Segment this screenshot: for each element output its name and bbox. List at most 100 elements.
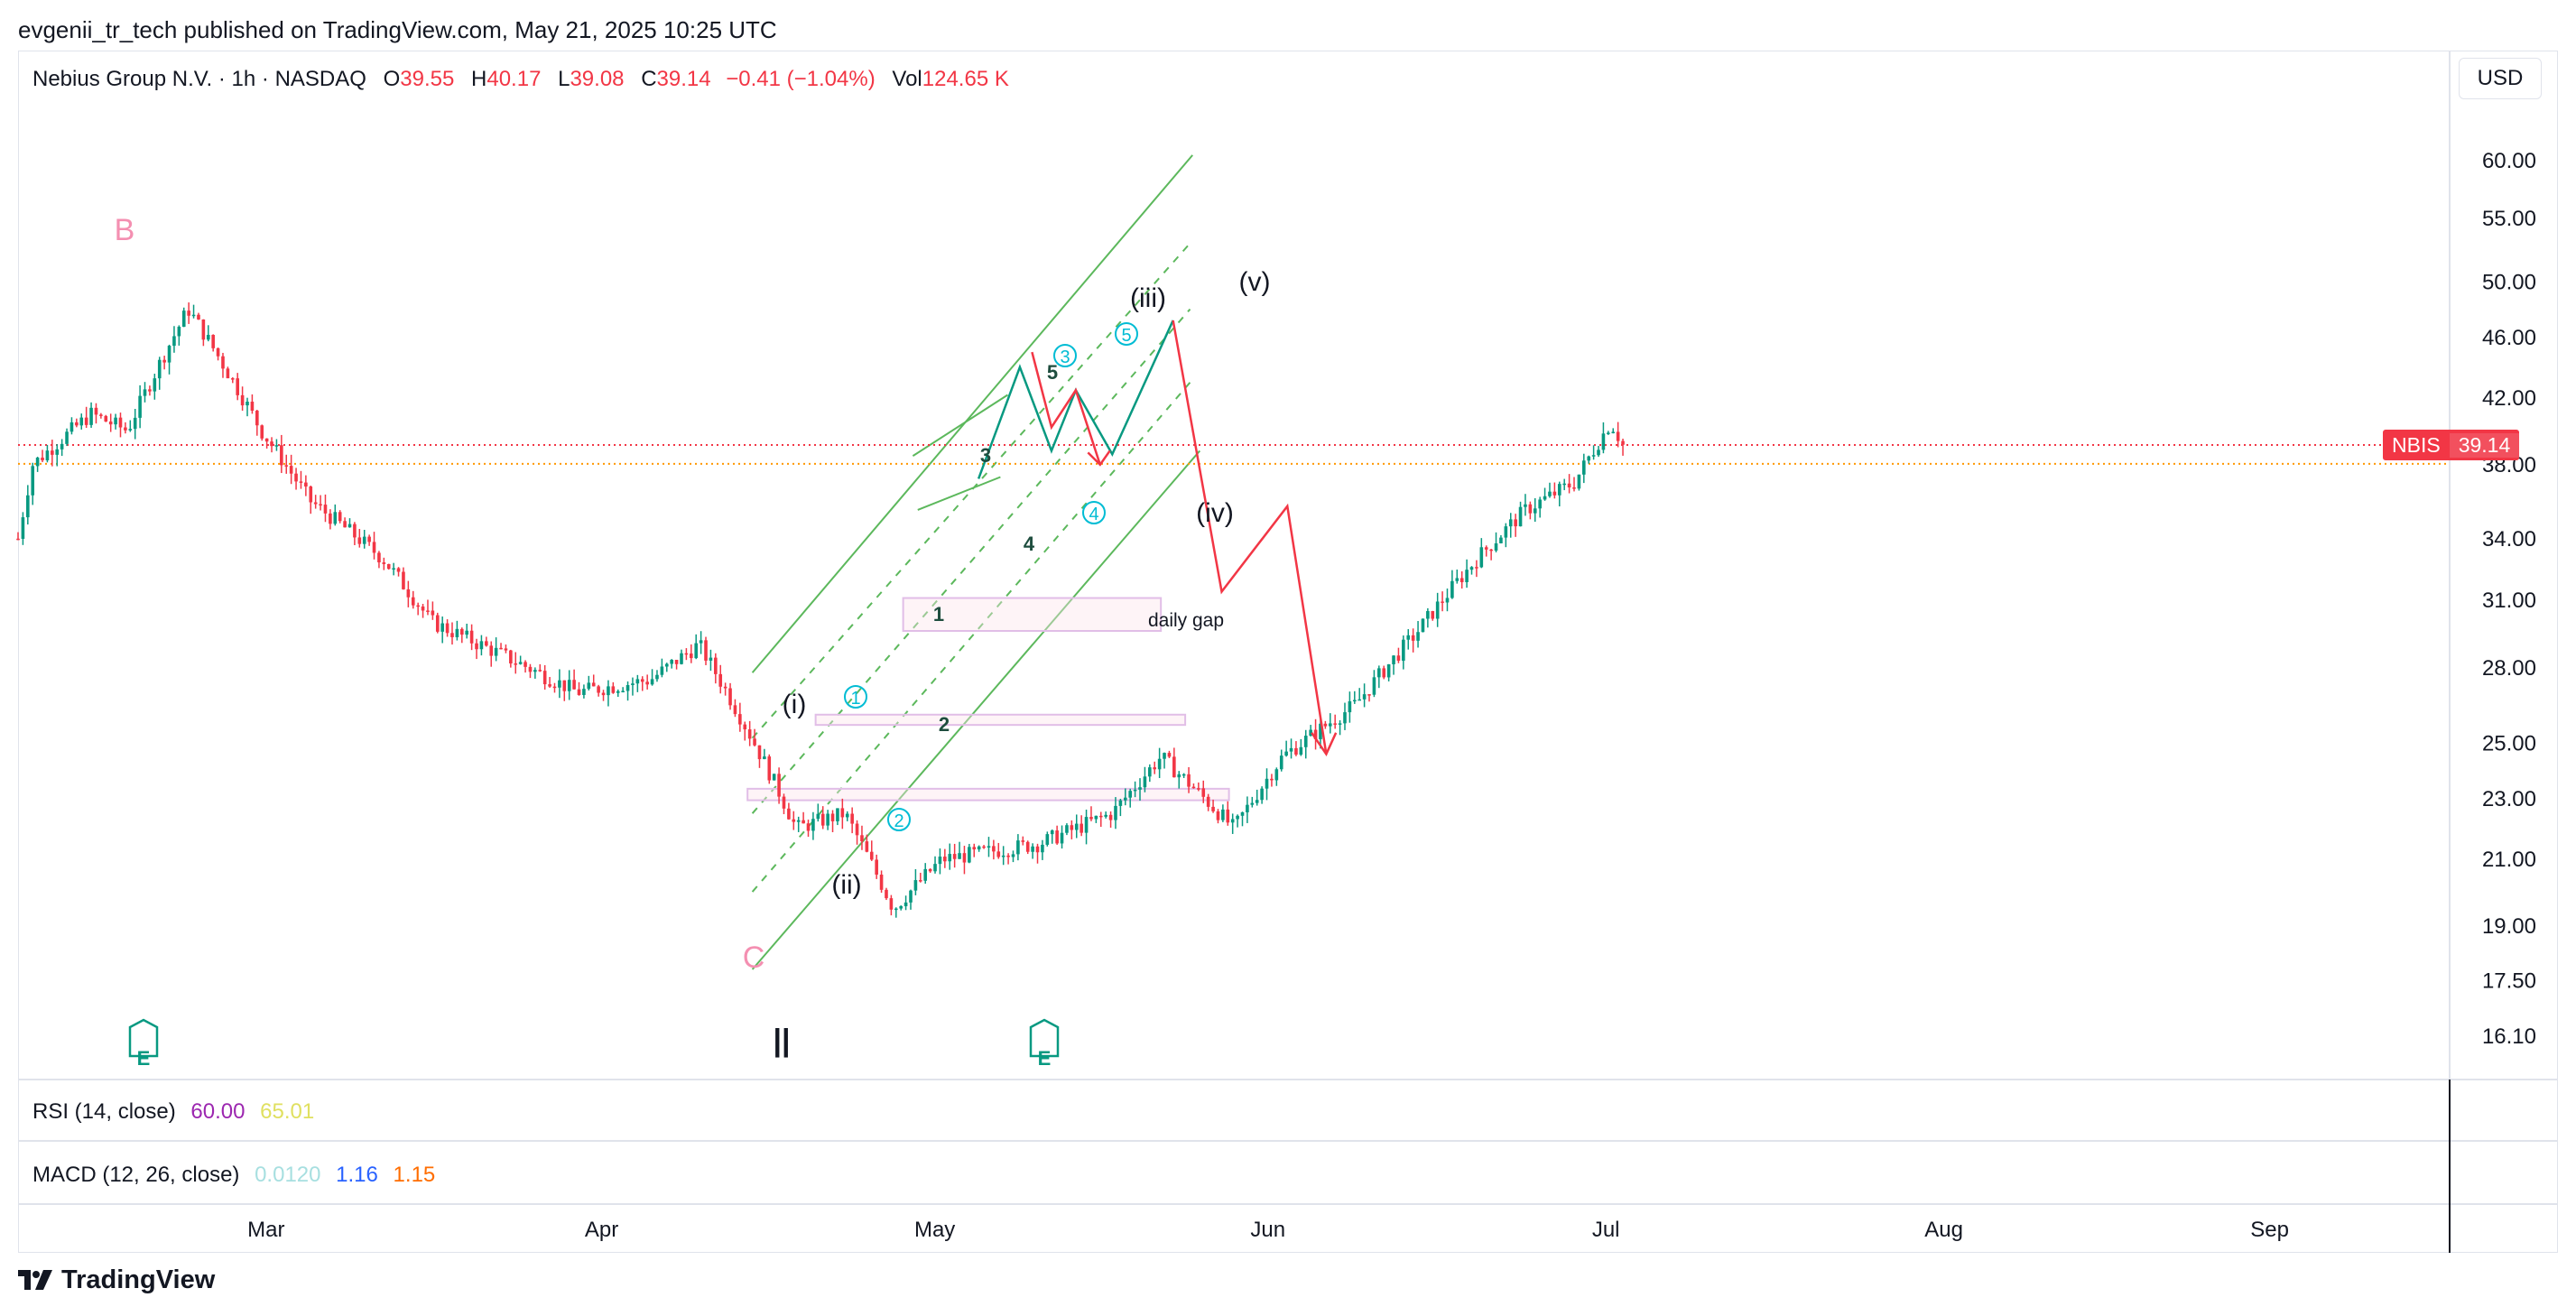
candle-body [709,657,713,661]
candle-body [1240,811,1245,816]
candle-body [226,368,230,379]
y-tick-label: 21.00 [2482,848,2536,872]
candle-body [982,846,986,848]
candle-body [459,628,464,635]
candle-body [1328,723,1332,727]
candle-body [191,314,196,317]
candle-body [1567,483,1571,488]
candle-body [558,680,561,688]
earnings-marker-feb[interactable]: E [128,1018,159,1070]
candle-body [323,505,328,514]
candle-body [1372,677,1376,695]
candle-body [738,714,742,725]
candle-body [1524,504,1527,507]
candle-body [1621,440,1625,445]
volume-label: Vol [892,67,922,91]
candle-body [1177,774,1181,778]
candle-body [1416,632,1420,641]
candle-body [1055,830,1059,844]
daily-gap-label: daily gap [1148,610,1224,631]
candle-body [1396,655,1401,662]
currency-button[interactable]: USD [2459,58,2542,99]
candle-body [319,504,322,506]
candle-body [216,348,220,357]
candle-body [733,705,737,715]
candle-body [313,502,318,505]
candle-body [1050,830,1054,835]
candle-body [616,690,620,693]
candle-body [958,853,961,859]
candle-body [377,552,381,563]
candle-body [294,473,298,482]
candle-body [1533,508,1537,514]
high-label: H [471,67,487,91]
projected-decline-path [1172,320,1328,755]
channel-mid-line-1 [751,242,1191,739]
candle-body [533,670,537,672]
candle-body [972,847,977,850]
candle-body [1338,723,1342,725]
candle-body [796,820,801,822]
candle-body [211,335,215,348]
candle-body [162,359,166,363]
candle-body [1323,723,1328,727]
candle-body [1246,804,1249,812]
macd-legend[interactable]: MACD (12, 26, close) 0.0120 1.16 1.15 [32,1163,444,1188]
candle-body [167,346,171,363]
candle-body [919,880,922,882]
candle-body [714,657,718,674]
candle-body [1045,834,1050,845]
candle-body [826,813,829,826]
candle-body [1616,431,1620,441]
macd-line-value: 1.16 [336,1163,378,1187]
circled-wave-3-label: 3 [1060,348,1070,367]
low-label: L [558,67,570,91]
circled-wave-4: 4 [1082,501,1106,524]
candle-body [357,537,362,544]
candle-body [903,902,908,906]
candle-body [1006,855,1010,857]
candle-body [1250,802,1255,805]
candle-body [1191,786,1196,789]
candle-body [567,680,571,691]
candle-body [1074,823,1079,830]
candle-body [264,438,269,442]
candle-body [69,422,74,432]
candle-body [865,841,869,852]
candle-body [494,647,498,656]
candle-body [157,359,162,379]
change-value: −0.41 (−1.04%) [726,67,876,91]
earnings-marker-may[interactable]: E [1029,1018,1060,1070]
candle-body [1538,499,1542,509]
candle-body [1041,844,1044,853]
candle-body [1187,774,1191,787]
y-tick-label: 31.00 [2482,588,2536,613]
candle-body [1386,663,1391,678]
candle-body [489,645,494,656]
candle-body [889,898,894,910]
candle-body [1577,474,1581,489]
candle-body [475,643,478,650]
x-tick-label: Aug [1924,1218,1963,1242]
symbol-legend[interactable]: Nebius Group N.V. · 1h · NASDAQ O39.55 H… [32,67,1009,92]
rsi-legend[interactable]: RSI (14, close) 60.00 65.01 [32,1099,323,1125]
candle-body [347,524,352,528]
candle-body [304,482,308,487]
candle-body [875,859,878,876]
candle-body [51,450,54,455]
y-tick-label: 50.00 [2482,270,2536,294]
candle-body [177,327,181,337]
candle-body [1489,549,1493,551]
tradingview-logo[interactable]: TradingView [18,1265,215,1295]
candle-body [1528,504,1533,514]
candle-body [21,517,25,539]
candle-body [1230,819,1235,823]
candle-body [1587,456,1591,461]
candle-body [894,908,898,911]
candle-body [114,417,117,425]
y-tick-label: 23.00 [2482,787,2536,811]
candle-body [816,813,820,820]
candle-body [1582,460,1586,475]
candle-body [450,633,454,637]
